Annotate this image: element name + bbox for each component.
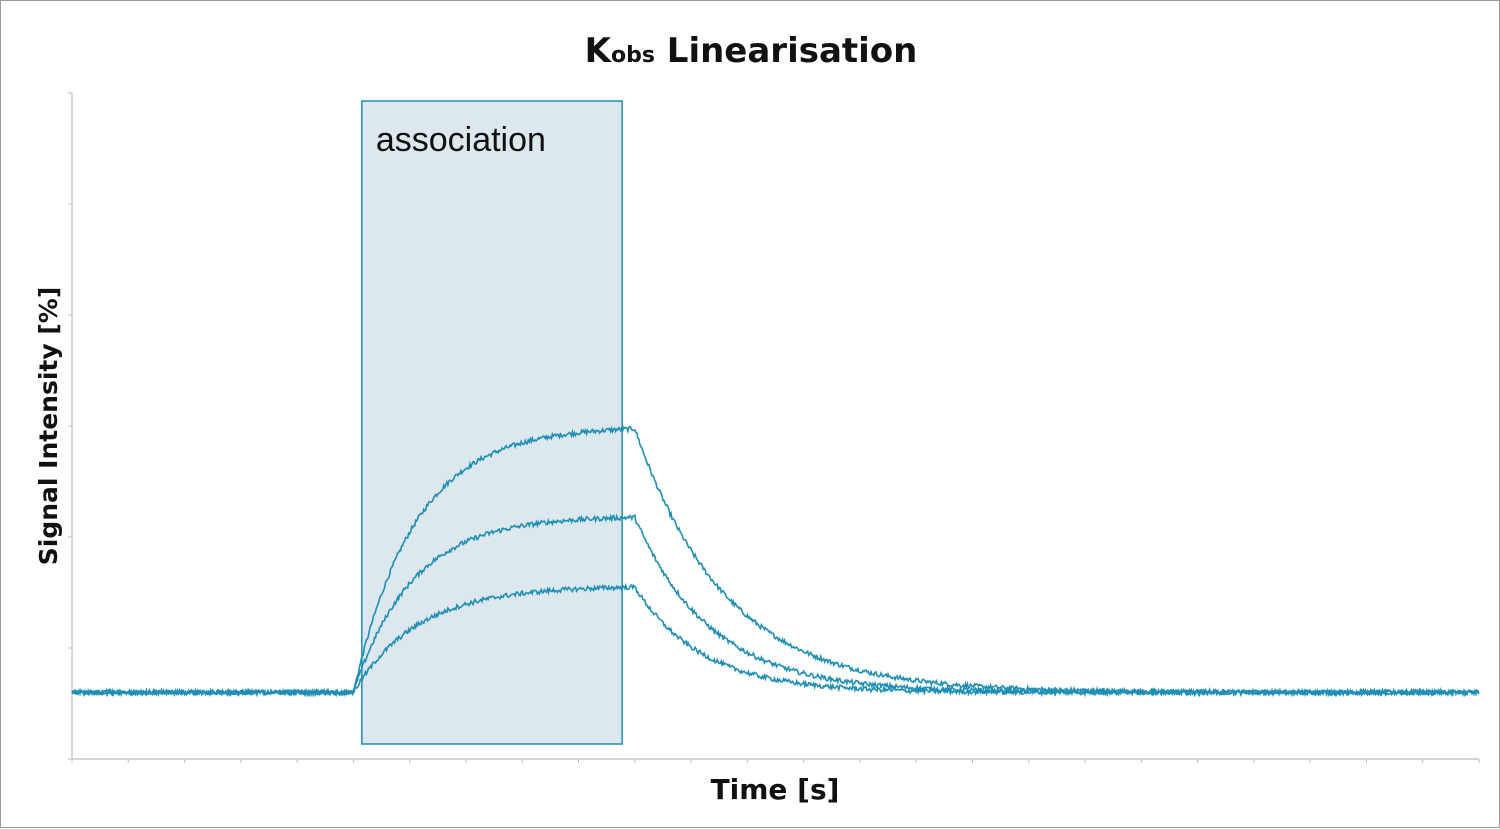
title-subscript: obs: [611, 43, 655, 68]
association-band: [361, 100, 623, 745]
title-rest: Linearisation: [655, 31, 917, 71]
x-axis-ticks: [71, 759, 1480, 763]
x-axis-label: Time [s]: [711, 773, 840, 806]
series-line-3: [71, 582, 1480, 698]
chart-title: Kobs Linearisation: [585, 31, 918, 71]
y-axis-ticks: [68, 92, 72, 760]
association-label: association: [376, 121, 546, 159]
series-group: [71, 425, 1480, 698]
series-line-2: [71, 513, 1480, 698]
y-axis-label: Signal Intensity [%]: [34, 287, 63, 566]
title-main: K: [585, 31, 613, 71]
series-line-1: [71, 425, 1480, 698]
